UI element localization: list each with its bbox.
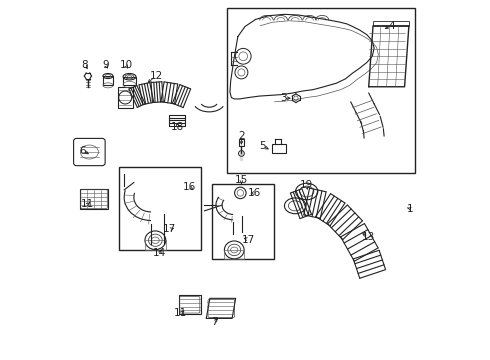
Bar	[373, 22, 409, 26]
Text: 1: 1	[407, 204, 413, 214]
Bar	[119, 167, 200, 249]
Text: 2: 2	[238, 131, 245, 141]
Text: 11: 11	[174, 309, 187, 318]
Text: 19: 19	[300, 180, 313, 190]
Bar	[239, 139, 245, 146]
Bar	[103, 76, 113, 85]
Text: 18: 18	[171, 122, 184, 132]
Bar	[145, 240, 166, 249]
Text: 17: 17	[242, 234, 255, 244]
Text: 4: 4	[388, 21, 394, 31]
Text: 12: 12	[149, 71, 163, 81]
Bar	[80, 189, 108, 210]
Text: 14: 14	[153, 248, 166, 258]
Text: 16: 16	[183, 182, 196, 192]
Bar	[272, 144, 286, 153]
Bar	[227, 8, 416, 173]
Text: 6: 6	[79, 145, 86, 156]
Text: 10: 10	[120, 60, 132, 70]
Text: 3: 3	[280, 93, 287, 103]
Text: 16: 16	[247, 188, 261, 198]
Bar	[123, 77, 136, 85]
Bar	[179, 296, 201, 314]
Text: 5: 5	[260, 141, 266, 151]
Text: 8: 8	[81, 60, 88, 70]
Text: 15: 15	[235, 175, 248, 185]
Bar	[118, 87, 133, 108]
Text: 17: 17	[163, 225, 176, 234]
Bar	[212, 184, 274, 259]
Text: 11: 11	[80, 199, 94, 210]
Text: 13: 13	[362, 232, 375, 242]
Text: 7: 7	[211, 317, 218, 327]
Text: 9: 9	[102, 60, 109, 70]
Bar	[224, 250, 245, 259]
